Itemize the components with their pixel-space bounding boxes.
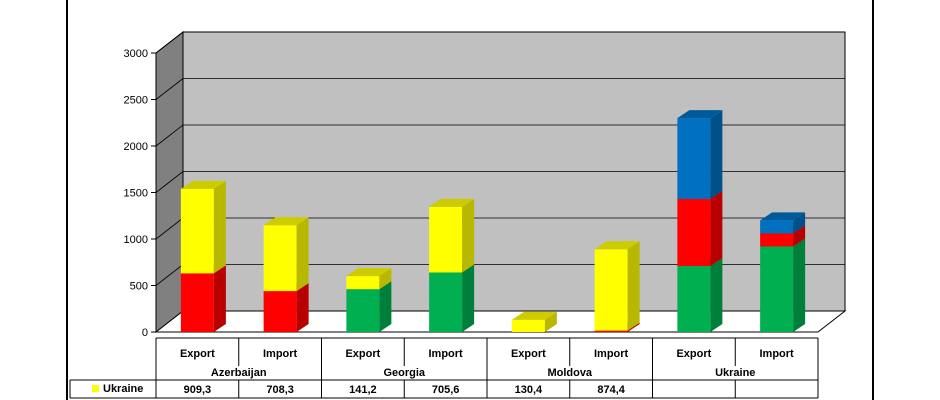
y-tick-label: 3000 xyxy=(124,48,148,60)
group-label: Ukraine xyxy=(715,367,755,379)
bar-segment-front xyxy=(677,199,711,266)
subcategory-label: Import xyxy=(760,348,795,360)
bar-segment-front xyxy=(180,273,214,332)
bar-segment-top xyxy=(180,180,226,189)
legend-key xyxy=(92,385,99,392)
bar-segment-front xyxy=(180,188,214,274)
gridline-diag xyxy=(155,124,184,147)
bar-segment-front xyxy=(429,206,463,273)
bar-segment-top xyxy=(429,198,475,207)
group-label: Azerbaijan xyxy=(211,367,267,379)
bar-segment-side xyxy=(793,238,806,332)
table-cell-value: 705,6 xyxy=(432,384,460,396)
bar-segment-top xyxy=(346,268,392,277)
right-frame-line xyxy=(872,0,874,400)
bar-segment-front xyxy=(511,319,545,332)
legend-label: Ukraine xyxy=(103,383,143,395)
chart-walls xyxy=(154,30,847,334)
bar-segment-side xyxy=(462,198,475,273)
bar-segment-front xyxy=(760,220,794,234)
bar-segment-side xyxy=(544,311,557,332)
y-tick-label: 2500 xyxy=(124,95,148,107)
bar-segment-side xyxy=(627,241,640,331)
table-cell-value: 141,2 xyxy=(349,384,377,396)
gridline-diag xyxy=(155,171,184,193)
bar-segment-top xyxy=(760,212,806,221)
data-table: Export Import Export Import Export Import Expo… xyxy=(69,337,819,399)
bar-segment-side xyxy=(710,110,723,200)
subcategory-label: Export xyxy=(511,348,546,360)
subcategory-label: Import xyxy=(429,348,464,360)
bar-segment-front xyxy=(263,225,297,292)
floor xyxy=(154,310,847,333)
subcategory-label: Export xyxy=(180,348,215,360)
table-cell-value: 909,3 xyxy=(184,384,212,396)
bar-segment-side xyxy=(213,180,226,274)
bar-segment-front xyxy=(346,289,380,332)
y-tick-label: 500 xyxy=(130,281,148,293)
y-tick-label: 1000 xyxy=(124,234,148,246)
subcategory-label: Export xyxy=(676,348,711,360)
bar-segment-top xyxy=(263,217,309,226)
bar-segment-front xyxy=(594,249,628,331)
bar-segment-side xyxy=(793,225,806,247)
bar-segment-front xyxy=(760,246,794,332)
bar-segment-side xyxy=(379,281,392,332)
bar-segment-side xyxy=(462,264,475,332)
bar-segment-top xyxy=(594,241,640,250)
bar-segment-side xyxy=(296,217,309,292)
group-label: Georgia xyxy=(383,367,425,379)
y-tick-label: 0 xyxy=(142,327,148,339)
gridline-diag xyxy=(155,217,184,240)
left-frame-line xyxy=(66,0,68,400)
bar-segment-top xyxy=(511,311,557,320)
subcategory-label: Export xyxy=(345,348,380,360)
bar-segment-side xyxy=(627,322,640,332)
bars xyxy=(180,110,806,332)
bar-segment-top xyxy=(677,110,723,119)
bar-segment-side xyxy=(710,191,723,266)
subcategory-label: Import xyxy=(263,348,298,360)
gridline-diag xyxy=(155,264,184,286)
bar-segment-side xyxy=(710,257,723,332)
group-label: Moldova xyxy=(547,367,592,379)
gridline-diag xyxy=(155,78,184,100)
bar-segment-side xyxy=(296,283,309,332)
bar-segment-front xyxy=(677,118,711,200)
bar-segment-front xyxy=(429,272,463,332)
bar-segment-front xyxy=(346,276,380,290)
bar-segment-side xyxy=(379,268,392,290)
gridline-diag xyxy=(155,31,184,54)
table-cell-value: 708,3 xyxy=(266,384,294,396)
bar-segment-front xyxy=(594,330,628,332)
bar-segment-front xyxy=(263,291,297,332)
bar-segment-front xyxy=(677,265,711,332)
table-cell-value: 874,4 xyxy=(597,384,625,396)
subcategory-label: Import xyxy=(594,348,629,360)
y-tick-label: 1500 xyxy=(124,188,148,200)
bar-segment-side xyxy=(213,265,226,332)
y-axis: 0 500 1000 1500 2000 2500 3000 xyxy=(124,48,156,339)
table-cell-value: 130,4 xyxy=(515,384,543,396)
bar-segment-side xyxy=(793,212,806,234)
y-tick-label: 2000 xyxy=(124,141,148,153)
bar-segment-front xyxy=(760,233,794,247)
